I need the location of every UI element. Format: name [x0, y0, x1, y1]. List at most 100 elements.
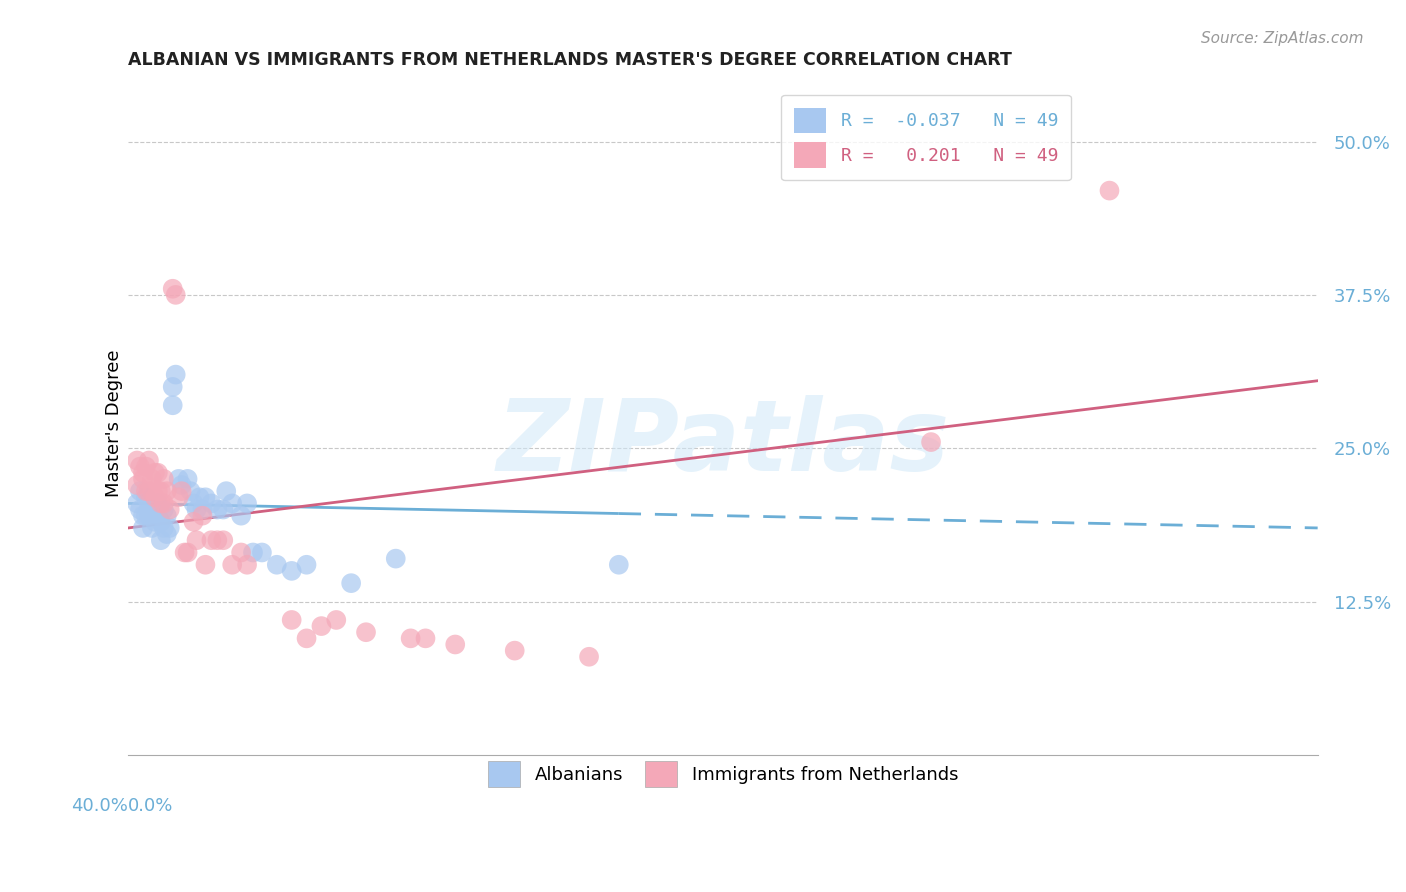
Point — [149, 515, 172, 529]
Point — [132, 521, 155, 535]
Point — [236, 496, 259, 510]
Point — [129, 484, 152, 499]
Point — [444, 638, 467, 652]
Point — [149, 496, 172, 510]
Point — [183, 496, 205, 510]
Point — [229, 545, 252, 559]
Point — [250, 545, 273, 559]
Point — [159, 521, 181, 535]
Point — [200, 533, 222, 548]
Point — [295, 632, 318, 646]
Point — [149, 533, 172, 548]
Point — [280, 613, 302, 627]
Point — [165, 288, 187, 302]
Point — [186, 533, 208, 548]
Point — [212, 502, 235, 516]
Point — [156, 527, 179, 541]
Point — [920, 435, 942, 450]
Point — [176, 472, 198, 486]
Point — [159, 502, 181, 516]
Point — [180, 484, 202, 499]
Point — [135, 490, 157, 504]
Point — [129, 459, 152, 474]
Point — [138, 453, 160, 467]
Point — [340, 576, 363, 591]
Point — [143, 502, 166, 516]
Point — [415, 632, 437, 646]
Point — [311, 619, 333, 633]
Point — [212, 533, 235, 548]
Point — [125, 478, 148, 492]
Point — [135, 459, 157, 474]
Point — [221, 496, 243, 510]
Point — [138, 496, 160, 510]
Point — [153, 521, 176, 535]
Point — [162, 282, 184, 296]
Point — [1098, 184, 1121, 198]
Point — [165, 368, 187, 382]
Point — [183, 515, 205, 529]
Point — [141, 502, 163, 516]
Point — [221, 558, 243, 572]
Point — [162, 380, 184, 394]
Point — [354, 625, 377, 640]
Point — [125, 496, 148, 510]
Point — [125, 453, 148, 467]
Point — [143, 490, 166, 504]
Point — [153, 502, 176, 516]
Text: ZIPatlas: ZIPatlas — [496, 395, 949, 492]
Point — [146, 466, 169, 480]
Point — [207, 502, 229, 516]
Point — [325, 613, 347, 627]
Text: 40.0%: 40.0% — [72, 797, 128, 814]
Point — [132, 466, 155, 480]
Point — [194, 490, 217, 504]
Point — [399, 632, 422, 646]
Point — [146, 484, 169, 499]
Point — [176, 545, 198, 559]
Point — [191, 508, 214, 523]
Point — [167, 472, 190, 486]
Point — [135, 508, 157, 523]
Point — [138, 508, 160, 523]
Point — [170, 484, 193, 499]
Point — [146, 496, 169, 510]
Point — [141, 472, 163, 486]
Point — [143, 515, 166, 529]
Point — [156, 484, 179, 499]
Point — [200, 496, 222, 510]
Point — [266, 558, 288, 572]
Point — [146, 508, 169, 523]
Point — [236, 558, 259, 572]
Point — [141, 484, 163, 499]
Point — [207, 533, 229, 548]
Point — [186, 502, 208, 516]
Point — [167, 490, 190, 504]
Point — [156, 508, 179, 523]
Point — [141, 521, 163, 535]
Legend: Albanians, Immigrants from Netherlands: Albanians, Immigrants from Netherlands — [478, 752, 967, 796]
Point — [384, 551, 406, 566]
Point — [607, 558, 630, 572]
Point — [503, 643, 526, 657]
Text: Source: ZipAtlas.com: Source: ZipAtlas.com — [1201, 31, 1364, 46]
Point — [191, 502, 214, 516]
Point — [132, 508, 155, 523]
Point — [170, 478, 193, 492]
Text: 0.0%: 0.0% — [128, 797, 173, 814]
Y-axis label: Master's Degree: Master's Degree — [105, 350, 124, 498]
Point — [138, 484, 160, 499]
Point — [229, 508, 252, 523]
Point — [242, 545, 264, 559]
Point — [153, 496, 176, 510]
Point — [188, 490, 211, 504]
Point — [149, 484, 172, 499]
Point — [132, 472, 155, 486]
Point — [215, 484, 238, 499]
Point — [162, 398, 184, 412]
Point — [194, 558, 217, 572]
Point — [173, 545, 195, 559]
Point — [135, 484, 157, 499]
Point — [129, 502, 152, 516]
Point — [295, 558, 318, 572]
